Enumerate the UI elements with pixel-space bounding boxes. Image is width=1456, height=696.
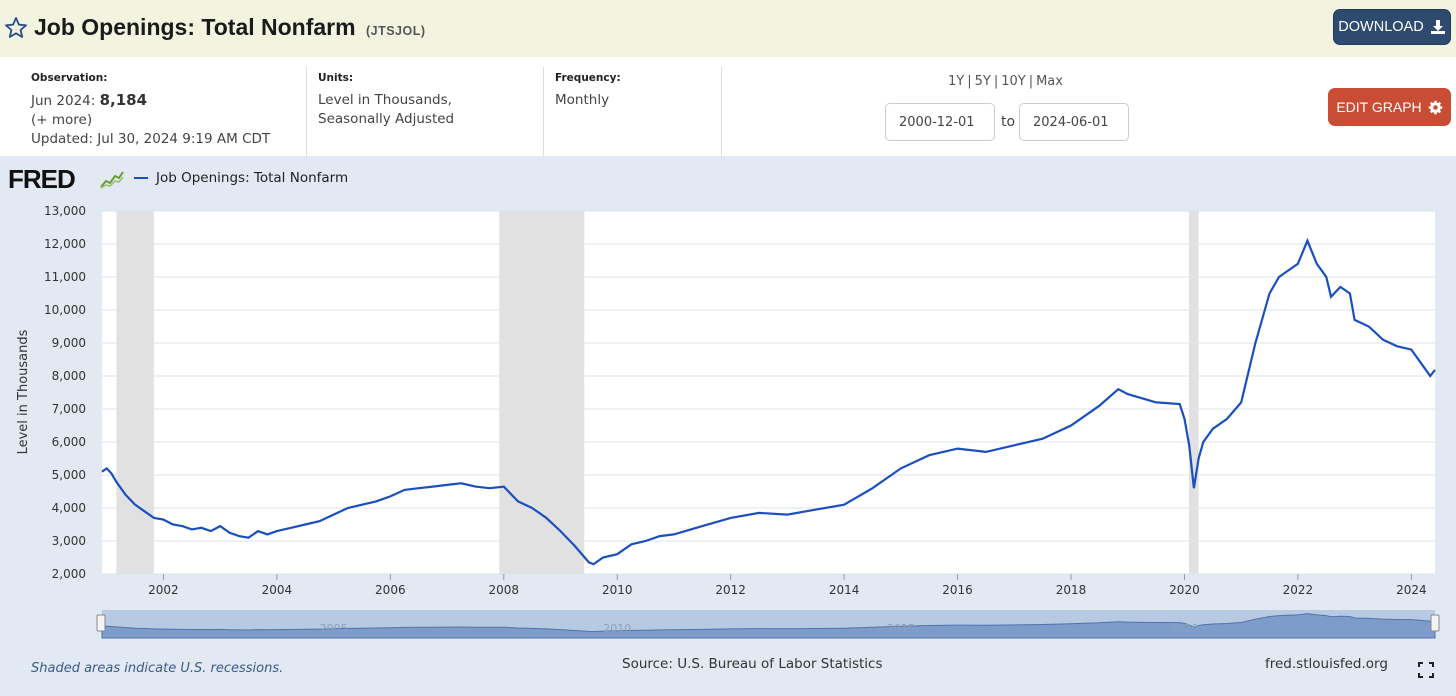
observation-line: Jun 2024: 8,184 bbox=[31, 91, 270, 111]
recession-band bbox=[1188, 211, 1199, 574]
navigator-series-area bbox=[101, 613, 1436, 639]
download-button[interactable]: DOWNLOAD bbox=[1333, 9, 1451, 45]
edit-graph-label: EDIT GRAPH bbox=[1336, 99, 1422, 115]
y-tick-label: 13,000 bbox=[44, 204, 86, 218]
x-tick-label: 2022 bbox=[1283, 583, 1314, 597]
line-chart[interactable]: 2,000 3,000 4,000 5,000 6,000 7,000 8,000 9,000… bbox=[0, 156, 1456, 646]
navigator-label: 2015 bbox=[887, 622, 915, 635]
range-separator: | bbox=[993, 74, 999, 89]
range-separator: | bbox=[967, 74, 972, 89]
source-text: Source: U.S. Bureau of Labor Statistics bbox=[622, 656, 883, 672]
chart-area: FRED Job Openings: Total Nonfarm 2,000 3,… bbox=[0, 156, 1456, 696]
units-label: Units: bbox=[318, 72, 354, 84]
navigator-right-handle[interactable] bbox=[1430, 614, 1440, 632]
y-tick-label: 2,000 bbox=[52, 567, 86, 581]
range-5y[interactable]: 5Y bbox=[974, 74, 991, 89]
y-tick-label: 12,000 bbox=[44, 237, 86, 251]
to-label: to bbox=[1001, 114, 1016, 130]
legend-swatch bbox=[134, 177, 148, 179]
fred-logo[interactable]: FRED bbox=[8, 164, 76, 194]
units-line-1: Level in Thousands, bbox=[318, 92, 452, 108]
star-outline-icon[interactable] bbox=[4, 16, 28, 40]
y-tick-label: 3,000 bbox=[52, 534, 86, 548]
page-title: Job Openings: Total Nonfarm (JTSJOL) bbox=[34, 14, 426, 41]
legend-label: Job Openings: Total Nonfarm bbox=[156, 170, 349, 186]
edit-graph-button[interactable]: EDIT GRAPH bbox=[1328, 88, 1451, 126]
navigator-label: 2005 bbox=[320, 622, 348, 635]
y-tick-label: 10,000 bbox=[44, 303, 86, 317]
x-tick-label: 2024 bbox=[1396, 583, 1427, 597]
y-tick-label: 4,000 bbox=[52, 501, 86, 515]
x-tick-label: 2014 bbox=[829, 583, 860, 597]
range-max[interactable]: Max bbox=[1036, 74, 1063, 89]
series-line-job-openings bbox=[101, 237, 1436, 566]
recession-band bbox=[116, 211, 154, 574]
plot-background bbox=[102, 211, 1435, 574]
recession-footnote: Shaded areas indicate U.S. recessions. bbox=[31, 661, 284, 676]
observation-block: Observation: Jun 2024: 8,184 (+ more) Up… bbox=[31, 69, 270, 149]
x-tick-label: 2010 bbox=[602, 583, 633, 597]
chart-legend: Job Openings: Total Nonfarm bbox=[134, 170, 348, 186]
x-tick-label: 2008 bbox=[488, 583, 519, 597]
divider bbox=[721, 67, 722, 156]
recession-band bbox=[499, 211, 585, 574]
series-info-panel: Observation: Jun 2024: 8,184 (+ more) Up… bbox=[0, 57, 1456, 156]
observation-label: Observation: bbox=[31, 72, 108, 84]
y-tick-label: 11,000 bbox=[44, 270, 86, 284]
start-date-input[interactable]: 2000-12-01 bbox=[885, 103, 995, 141]
updated-text: Updated: Jul 30, 2024 9:19 AM CDT bbox=[31, 131, 271, 147]
range-1y[interactable]: 1Y bbox=[948, 74, 965, 89]
range-navigator[interactable]: 2005 2010 2015 2020 bbox=[96, 610, 1440, 639]
site-link[interactable]: fred.stlouisfed.org bbox=[1265, 656, 1388, 672]
range-separator: | bbox=[1028, 74, 1034, 89]
y-tick-label: 9,000 bbox=[52, 336, 86, 350]
x-tick-label: 2004 bbox=[262, 583, 293, 597]
navigator-label: 2020 bbox=[1170, 622, 1198, 635]
end-date-input[interactable]: 2024-06-01 bbox=[1019, 103, 1129, 141]
download-label: DOWNLOAD bbox=[1338, 19, 1424, 35]
series-title: Job Openings: Total Nonfarm bbox=[34, 14, 356, 40]
x-tick-label: 2020 bbox=[1169, 583, 1200, 597]
x-tick-label: 2016 bbox=[942, 583, 973, 597]
navigator-left-handle[interactable] bbox=[96, 614, 106, 632]
y-tick-label: 8,000 bbox=[52, 369, 86, 383]
divider bbox=[543, 67, 544, 156]
units-block: Units: Level in Thousands, Seasonally Ad… bbox=[318, 69, 454, 129]
more-link[interactable]: (+ more) bbox=[31, 112, 93, 128]
x-tick-label: 2002 bbox=[148, 583, 179, 597]
observation-value: 8,184 bbox=[99, 91, 148, 109]
series-id: (JTSJOL) bbox=[365, 24, 426, 38]
divider bbox=[306, 67, 307, 156]
frequency-block: Frequency: Monthly bbox=[555, 69, 621, 110]
x-tick-label: 2012 bbox=[715, 583, 746, 597]
y-tick-label: 6,000 bbox=[52, 435, 86, 449]
navigator-label: 2010 bbox=[603, 622, 631, 635]
units-line-2: Seasonally Adjusted bbox=[318, 111, 455, 127]
header-bar: Job Openings: Total Nonfarm (JTSJOL) DOW… bbox=[0, 0, 1456, 57]
observation-date: Jun 2024: bbox=[31, 93, 96, 109]
frequency-value: Monthly bbox=[555, 92, 610, 108]
gear-icon bbox=[1428, 100, 1442, 114]
x-tick-label: 2006 bbox=[375, 583, 406, 597]
y-tick-label: 7,000 bbox=[52, 402, 86, 416]
download-icon bbox=[1430, 20, 1445, 34]
range-10y[interactable]: 10Y bbox=[1001, 74, 1026, 89]
fullscreen-icon[interactable] bbox=[1418, 662, 1434, 678]
x-tick-label: 2018 bbox=[1056, 583, 1087, 597]
sparkline-logo-icon bbox=[100, 169, 124, 189]
y-axis-label: Level in Thousands bbox=[16, 329, 31, 454]
frequency-label: Frequency: bbox=[555, 72, 621, 84]
range-links: 1Y | 5Y | 10Y | Max bbox=[948, 74, 1063, 89]
y-tick-label: 5,000 bbox=[52, 468, 86, 482]
